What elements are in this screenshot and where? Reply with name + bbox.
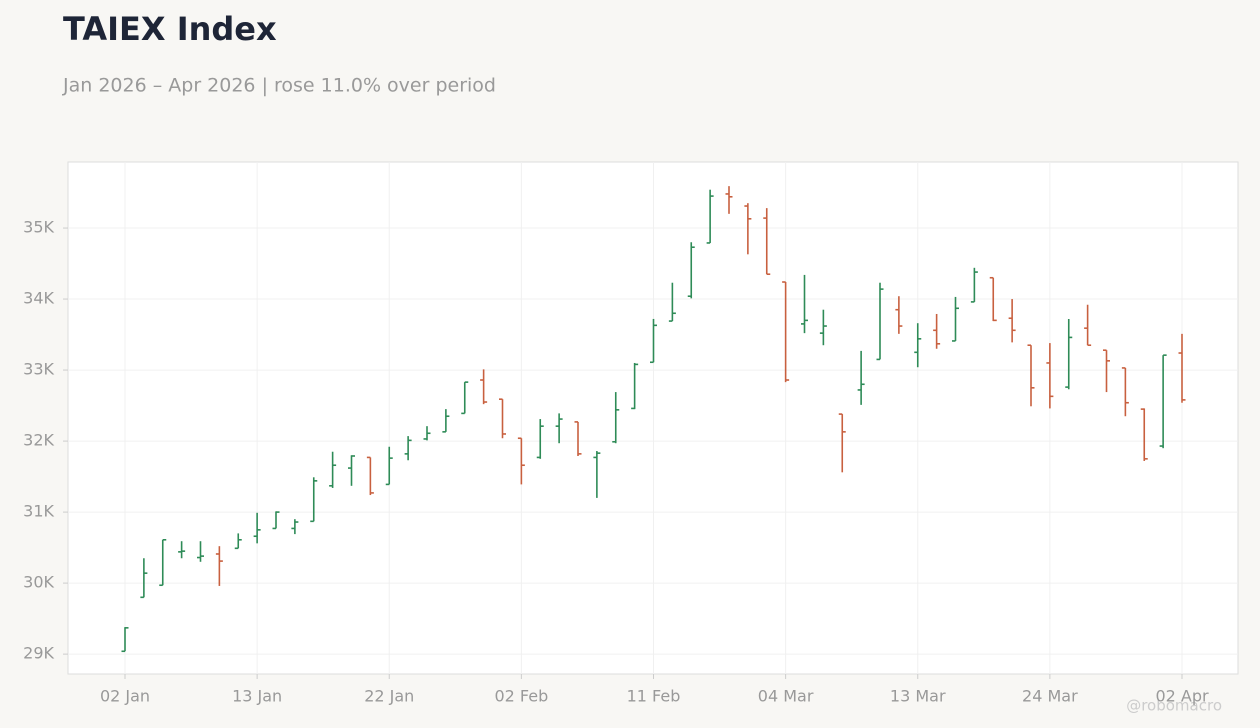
- x-tick-label: 02 Feb: [494, 687, 548, 706]
- y-tick-label: 35K: [23, 218, 54, 237]
- y-tick-label: 34K: [23, 289, 54, 308]
- y-tick-label: 29K: [23, 644, 54, 663]
- x-tick-label: 11 Feb: [627, 687, 681, 706]
- x-tick-label: 13 Mar: [890, 687, 946, 706]
- chart-title: TAIEX Index: [63, 10, 277, 48]
- y-tick-label: 33K: [23, 360, 54, 379]
- y-tick-label: 31K: [23, 502, 54, 521]
- x-tick-label: 13 Jan: [232, 687, 282, 706]
- watermark: @robomacro: [1126, 697, 1222, 715]
- x-tick-label: 02 Jan: [100, 687, 150, 706]
- y-tick-label: 30K: [23, 573, 54, 592]
- chart-subtitle: Jan 2026 – Apr 2026 | rose 11.0% over pe…: [62, 75, 496, 97]
- y-tick-label: 32K: [23, 431, 54, 450]
- x-tick-label: 04 Mar: [758, 687, 814, 706]
- x-tick-label: 24 Mar: [1022, 687, 1078, 706]
- x-tick-label: 22 Jan: [364, 687, 414, 706]
- x-tick-label: 02 Apr: [1155, 687, 1209, 706]
